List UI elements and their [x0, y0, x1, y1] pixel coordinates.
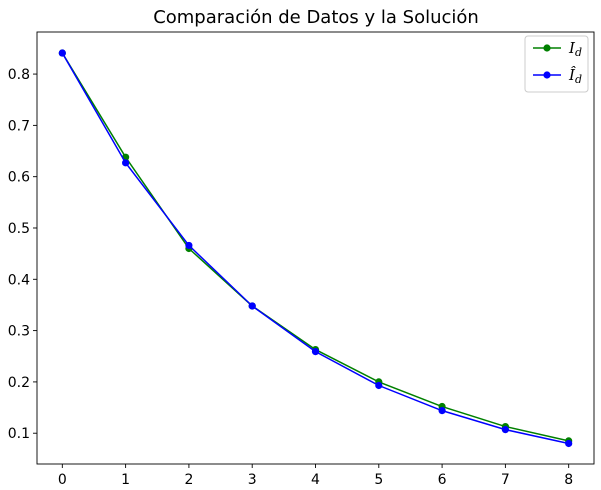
- data-point: [438, 407, 446, 415]
- legend-entry: Id: [533, 39, 582, 59]
- data-point: [248, 302, 256, 310]
- series-2: [58, 49, 573, 448]
- legend-box: [524, 35, 589, 93]
- data-point: [565, 439, 573, 448]
- legend-label: Îd: [568, 66, 582, 86]
- x-tick-label: 5: [374, 472, 383, 488]
- data-point: [122, 159, 130, 167]
- legend-marker: [543, 71, 551, 79]
- data-point: [375, 381, 383, 390]
- x-tick-label: 3: [248, 472, 257, 488]
- x-tick-label: 2: [184, 472, 193, 488]
- legend-label-main: I: [568, 39, 576, 57]
- y-tick-label: 0.7: [8, 118, 30, 134]
- y-tick-label: 0.8: [8, 67, 30, 83]
- x-tick-label: 4: [311, 472, 320, 488]
- x-axis: 0 1 2 3 4 5 6 7 8: [58, 464, 573, 488]
- series-layer: [58, 49, 573, 448]
- legend-label-sub: d: [575, 73, 582, 86]
- x-tick-label: 6: [438, 472, 447, 488]
- y-tick-label: 0.5: [8, 221, 30, 237]
- y-tick-label: 0.1: [8, 426, 30, 442]
- legend-label-main: Î: [568, 66, 576, 84]
- data-point: [501, 426, 509, 434]
- x-tick-label: 1: [121, 472, 130, 488]
- y-tick-label: 0.6: [8, 170, 30, 186]
- legend-entry: Îd: [533, 66, 582, 86]
- y-tick-label: 0.4: [8, 272, 30, 288]
- y-tick-label: 0.3: [8, 324, 30, 340]
- y-tick-label: 0.2: [8, 375, 30, 391]
- plot-area: [36, 31, 595, 465]
- legend-label: Id: [568, 39, 582, 59]
- data-point: [58, 49, 66, 57]
- y-axis: 0.1 0.2 0.3 0.4 0.5 0.6 0.7 0.8: [8, 67, 37, 442]
- chart-title: Comparación de Datos y la Solución: [153, 7, 479, 28]
- data-point: [311, 348, 320, 356]
- x-tick-label: 7: [501, 472, 510, 488]
- x-tick-label: 0: [58, 472, 67, 488]
- data-point: [185, 241, 193, 250]
- x-tick-label: 8: [564, 472, 573, 488]
- legend-marker: [543, 44, 551, 52]
- legend-label-sub: d: [575, 46, 582, 59]
